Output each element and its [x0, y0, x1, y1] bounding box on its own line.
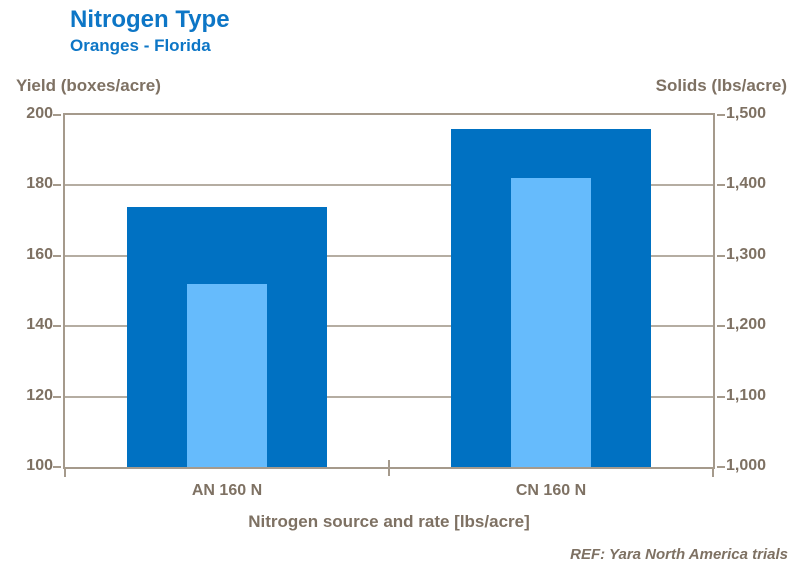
left-axis-tick-label: 200 — [26, 105, 53, 123]
right-axis-tick-mark — [717, 184, 725, 187]
x-axis-tick-mark — [64, 469, 66, 477]
plot-area: 200 180 160 140 120 100 1,500 1,400 1,300 1,200 1,… — [26, 105, 766, 477]
gridline — [65, 325, 713, 328]
x-axis-tick-mark — [712, 469, 714, 477]
left-axis-tick-mark — [53, 395, 61, 398]
right-axis-tick-mark — [717, 466, 725, 468]
chart-title: Nitrogen Type — [70, 6, 230, 33]
reference-note: REF: Yara North America trials — [570, 546, 788, 563]
left-axis-tick-label: 100 — [26, 457, 53, 475]
gridline — [65, 395, 713, 398]
right-axis-tick-mark — [717, 254, 725, 257]
bar-group-cn-160-n — [389, 115, 713, 467]
right-axis-tick-label: 1,300 — [726, 245, 767, 263]
left-axis-tick-label: 140 — [26, 316, 53, 334]
x-axis-title: Nitrogen source and rate [lbs/acre] — [248, 512, 530, 531]
solids-bar-cn-160-n — [510, 178, 591, 467]
right-axis-tick-label: 1,100 — [726, 386, 767, 404]
gridline — [65, 184, 713, 187]
x-axis-tick-mark — [388, 460, 390, 476]
x-category-label: AN 160 N — [191, 482, 263, 499]
left-axis-tick-mark — [53, 114, 61, 116]
x-category-label: CN 160 N — [515, 482, 587, 499]
left-axis-tick-label: 120 — [26, 386, 53, 404]
left-axis-tick-mark — [53, 466, 61, 468]
left-axis-tick-label: 180 — [26, 175, 53, 193]
gridline — [65, 254, 713, 257]
right-axis-tick-mark — [717, 114, 725, 116]
left-axis-tick-label: 160 — [26, 245, 53, 263]
left-axis-title: Yield (boxes/acre) — [16, 76, 161, 95]
right-axis-tick-label: 1,500 — [726, 105, 767, 123]
chart-subtitle: Oranges - Florida — [70, 36, 211, 55]
bar-group-an-160-n — [65, 115, 389, 467]
left-axis-tick-mark — [53, 325, 61, 328]
right-axis-tick-label: 1,200 — [726, 316, 767, 334]
right-axis-tick-label: 1,000 — [726, 457, 767, 475]
right-axis-tick-label: 1,400 — [726, 175, 767, 193]
right-axis-title: Solids (lbs/acre) — [655, 76, 787, 95]
left-axis-tick-mark — [53, 254, 61, 257]
left-axis-tick-mark — [53, 184, 61, 187]
solids-bar-an-160-n — [186, 283, 267, 467]
right-axis-tick-mark — [717, 395, 725, 398]
right-axis-tick-mark — [717, 325, 725, 328]
